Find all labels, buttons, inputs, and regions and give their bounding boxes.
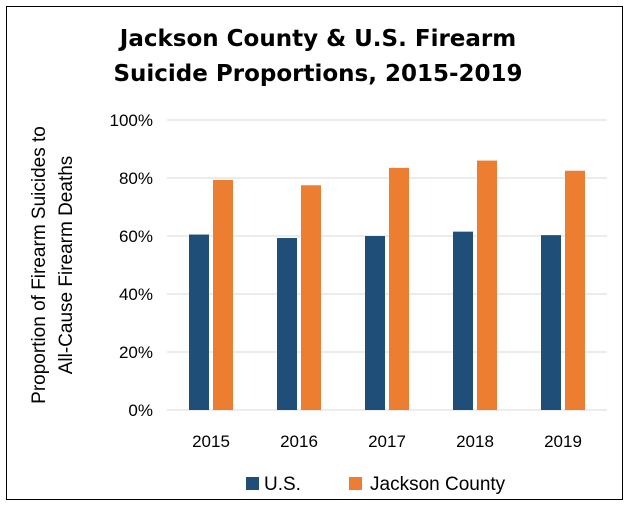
x-tick-label: 2017 [368, 432, 406, 451]
bar-us-2016 [277, 238, 297, 410]
bar-us-2017 [365, 236, 385, 410]
y-axis-label-line-2: All-Cause Firearm Deaths [56, 156, 77, 375]
bar-jackson-county-2018 [477, 160, 497, 410]
bar-us-2015 [189, 234, 209, 410]
bar-jackson-county-2015 [213, 180, 233, 410]
y-axis-label-line-1: Proportion of Firearm Suicides to [29, 126, 50, 404]
x-tick-label: 2016 [280, 432, 318, 451]
bar-jackson-county-2016 [301, 185, 321, 410]
y-tick-label: 60% [119, 227, 153, 246]
bar-us-2019 [541, 235, 561, 410]
chart-frame: Jackson County & U.S. Firearm Suicide Pr… [6, 6, 623, 500]
y-tick-label: 40% [119, 285, 153, 304]
x-axis-ticks: 2015 2016 2017 2018 2019 [192, 432, 582, 451]
bars [189, 160, 585, 410]
legend-label-us: U.S. [264, 474, 301, 495]
x-tick-label: 2018 [456, 432, 494, 451]
y-tick-label: 20% [119, 343, 153, 362]
y-tick-label: 100% [110, 111, 153, 130]
y-tick-label: 0% [128, 401, 153, 420]
x-tick-label: 2019 [544, 432, 582, 451]
legend-label-jackson-county: Jackson County [370, 474, 506, 495]
bar-jackson-county-2017 [389, 167, 409, 410]
gridlines [167, 119, 607, 411]
legend-swatch-jackson-county [349, 477, 362, 490]
bar-chart: Jackson County & U.S. Firearm Suicide Pr… [29, 26, 607, 495]
legend: U.S. Jackson County [246, 474, 506, 495]
y-axis-ticks: 0% 20% 40% 60% 80% 100% [110, 111, 153, 420]
chart-title-line-1: Jackson County & U.S. Firearm [118, 26, 516, 52]
x-tick-label: 2015 [192, 432, 230, 451]
bar-us-2018 [453, 231, 473, 410]
chart-title-line-2: Suicide Proportions, 2015-2019 [113, 61, 522, 87]
bar-jackson-county-2019 [565, 170, 585, 410]
legend-swatch-us [246, 477, 259, 490]
y-tick-label: 80% [119, 169, 153, 188]
